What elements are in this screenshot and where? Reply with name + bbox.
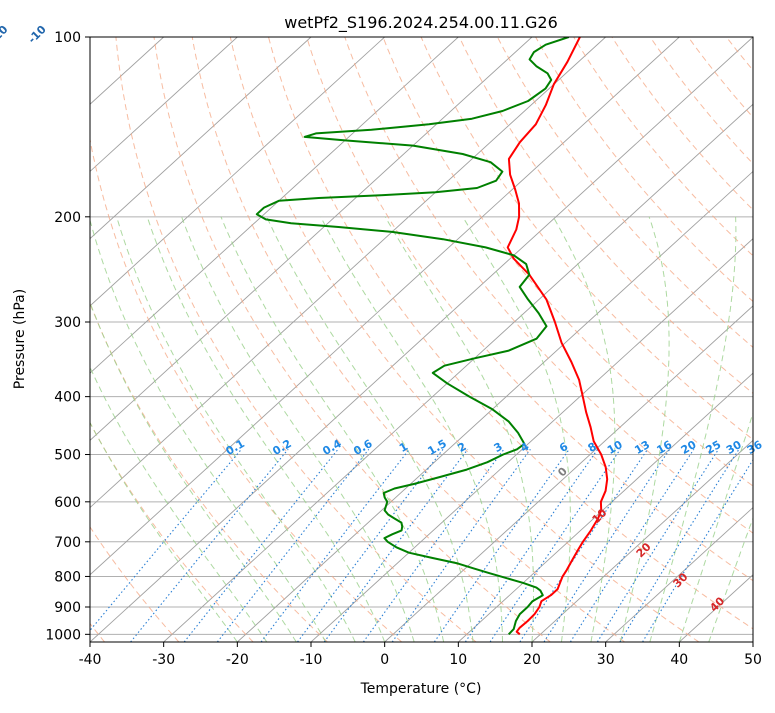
- x-tick-label: -30: [152, 652, 175, 668]
- chart-title: wetPf2_S196.2024.254.00.11.G26: [284, 13, 558, 33]
- x-tick-label: 10: [449, 652, 467, 668]
- y-tick-label: 500: [54, 448, 81, 464]
- y-axis-title: Pressure (hPa): [12, 289, 28, 389]
- x-tick-label: 20: [523, 652, 541, 668]
- y-tick-label: 200: [54, 210, 81, 226]
- x-tick-label: -40: [79, 652, 102, 668]
- x-tick-label: -10: [300, 652, 323, 668]
- x-tick-label: -20: [226, 652, 249, 668]
- x-tick-label: 50: [744, 652, 762, 668]
- y-tick-label: 400: [54, 390, 81, 406]
- x-tick-label: 0: [380, 652, 389, 668]
- x-tick-label: 40: [670, 652, 688, 668]
- y-tick-label: 800: [54, 569, 81, 585]
- y-tick-label: 300: [54, 315, 81, 331]
- x-axis-title: Temperature (°C): [360, 681, 482, 697]
- y-tick-label: 700: [54, 535, 81, 551]
- y-tick-label: 1000: [45, 627, 81, 643]
- y-tick-label: 600: [54, 495, 81, 511]
- x-tick-label: 30: [597, 652, 615, 668]
- y-tick-label: 900: [54, 600, 81, 616]
- y-tick-label: 100: [54, 30, 81, 46]
